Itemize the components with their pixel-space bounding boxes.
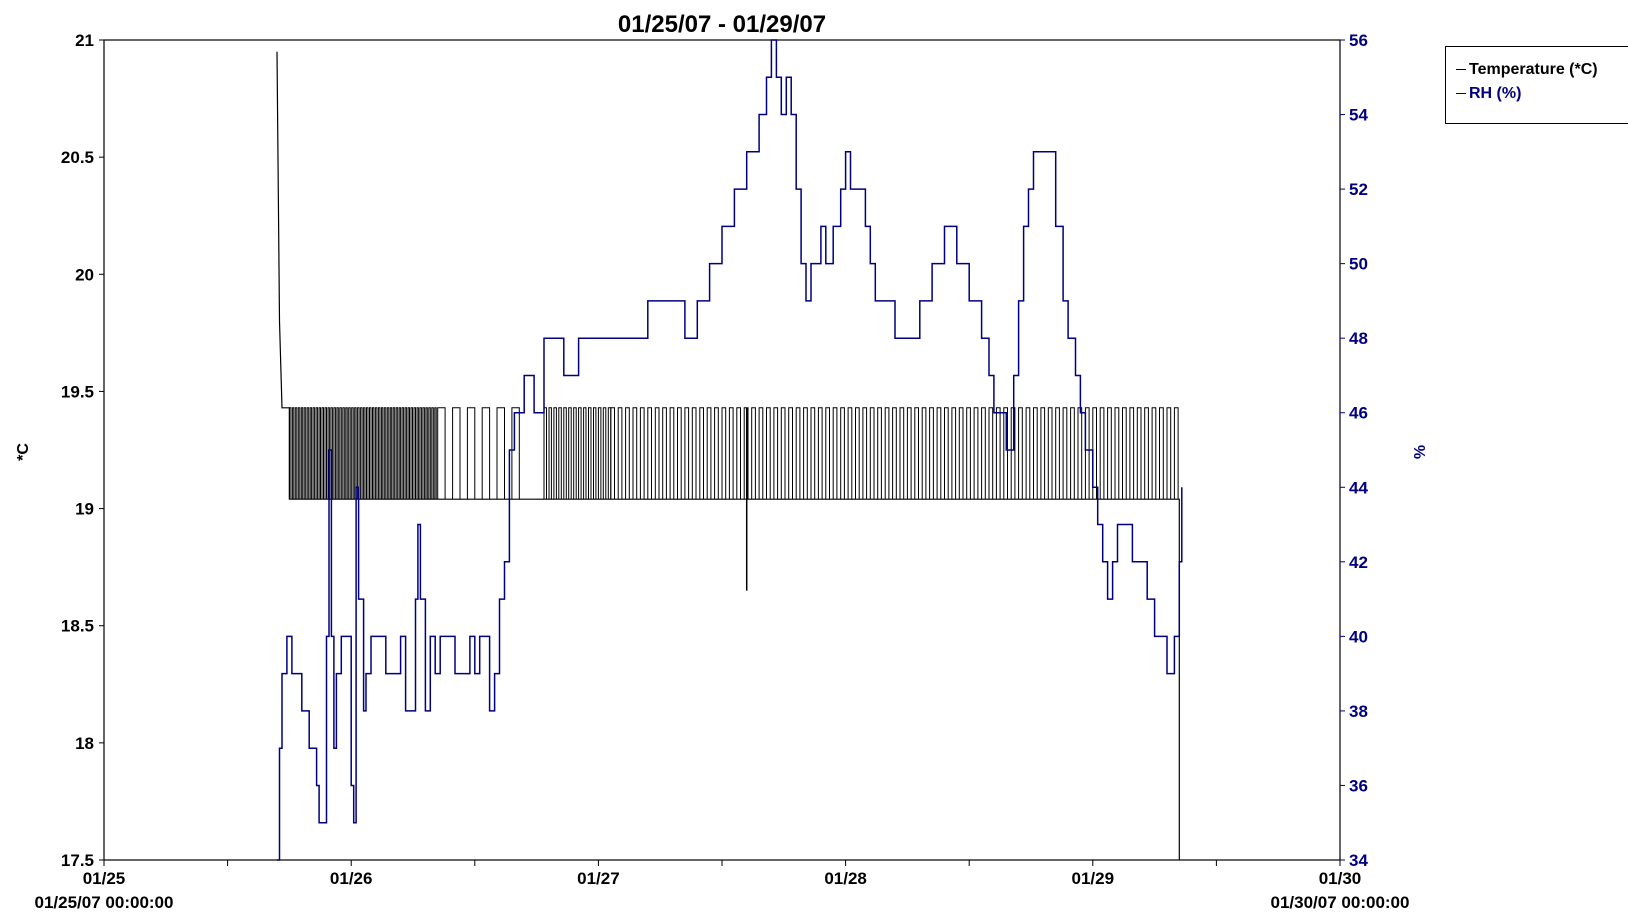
right-tick-label: 38: [1349, 702, 1368, 721]
legend-swatch-temperature: [1456, 69, 1466, 71]
right-tick-label: 40: [1349, 627, 1368, 646]
rh-line: [277, 39, 1183, 861]
legend-label-rh: RH (%): [1469, 85, 1522, 102]
left-y-axis: 17.5 18 18.5 19 19.5 20 20.5 21: [61, 31, 104, 870]
temperature-oscillation: [437, 407, 520, 500]
x-tick-label: 01/30: [1319, 869, 1362, 888]
series-layer: [276, 39, 1183, 861]
x-tick-label: 01/26: [330, 869, 373, 888]
x-tick-label: 01/27: [577, 869, 620, 888]
x-tick-label: 01/29: [1072, 869, 1115, 888]
left-tick-label: 20.5: [61, 148, 94, 167]
legend: Temperature (*C) RH (%): [1445, 46, 1628, 124]
left-tick-label: 19.5: [61, 382, 94, 401]
right-tick-label: 34: [1349, 851, 1368, 870]
right-tick-label: 52: [1349, 180, 1368, 199]
legend-item-rh: RH (%): [1456, 85, 1521, 103]
x-tick-sublabel: 01/30/07 00:00:00: [1271, 893, 1410, 912]
legend-label-temperature: Temperature (*C): [1469, 61, 1598, 78]
left-tick-label: 17.5: [61, 851, 94, 870]
right-tick-label: 48: [1349, 329, 1368, 348]
right-tick-label: 42: [1349, 553, 1368, 572]
right-tick-label: 50: [1349, 255, 1368, 274]
right-tick-label: 36: [1349, 776, 1368, 795]
x-axis: 01/25 01/25/07 00:00:00 01/26 01/27 01/28 01/…: [35, 860, 1410, 912]
right-axis-label: %: [1412, 445, 1429, 459]
x-tick-label: 01/28: [824, 869, 867, 888]
left-tick-label: 18: [75, 734, 94, 753]
right-tick-label: 44: [1349, 478, 1368, 497]
temperature-oscillation: [543, 407, 612, 500]
right-tick-label: 54: [1349, 106, 1368, 125]
left-tick-label: 19: [75, 500, 94, 519]
right-tick-label: 46: [1349, 404, 1368, 423]
x-tick-label: 01/25: [83, 869, 126, 888]
left-tick-label: 18.5: [61, 617, 94, 636]
right-tick-label: 56: [1349, 31, 1368, 50]
legend-item-temperature: Temperature (*C): [1456, 61, 1598, 79]
left-axis-label: *C: [15, 443, 32, 461]
right-y-axis: 34 36 38 40 42 44 46 48 50 52 54 56: [1340, 31, 1368, 870]
temperature-oscillation: [288, 407, 437, 500]
left-tick-label: 21: [75, 31, 94, 50]
left-tick-label: 20: [75, 265, 94, 284]
chart-title: 01/25/07 - 01/29/07: [618, 11, 826, 38]
temperature-oscillation: [610, 407, 1179, 500]
x-tick-sublabel: 01/25/07 00:00:00: [35, 893, 174, 912]
legend-swatch-rh: [1456, 93, 1466, 95]
